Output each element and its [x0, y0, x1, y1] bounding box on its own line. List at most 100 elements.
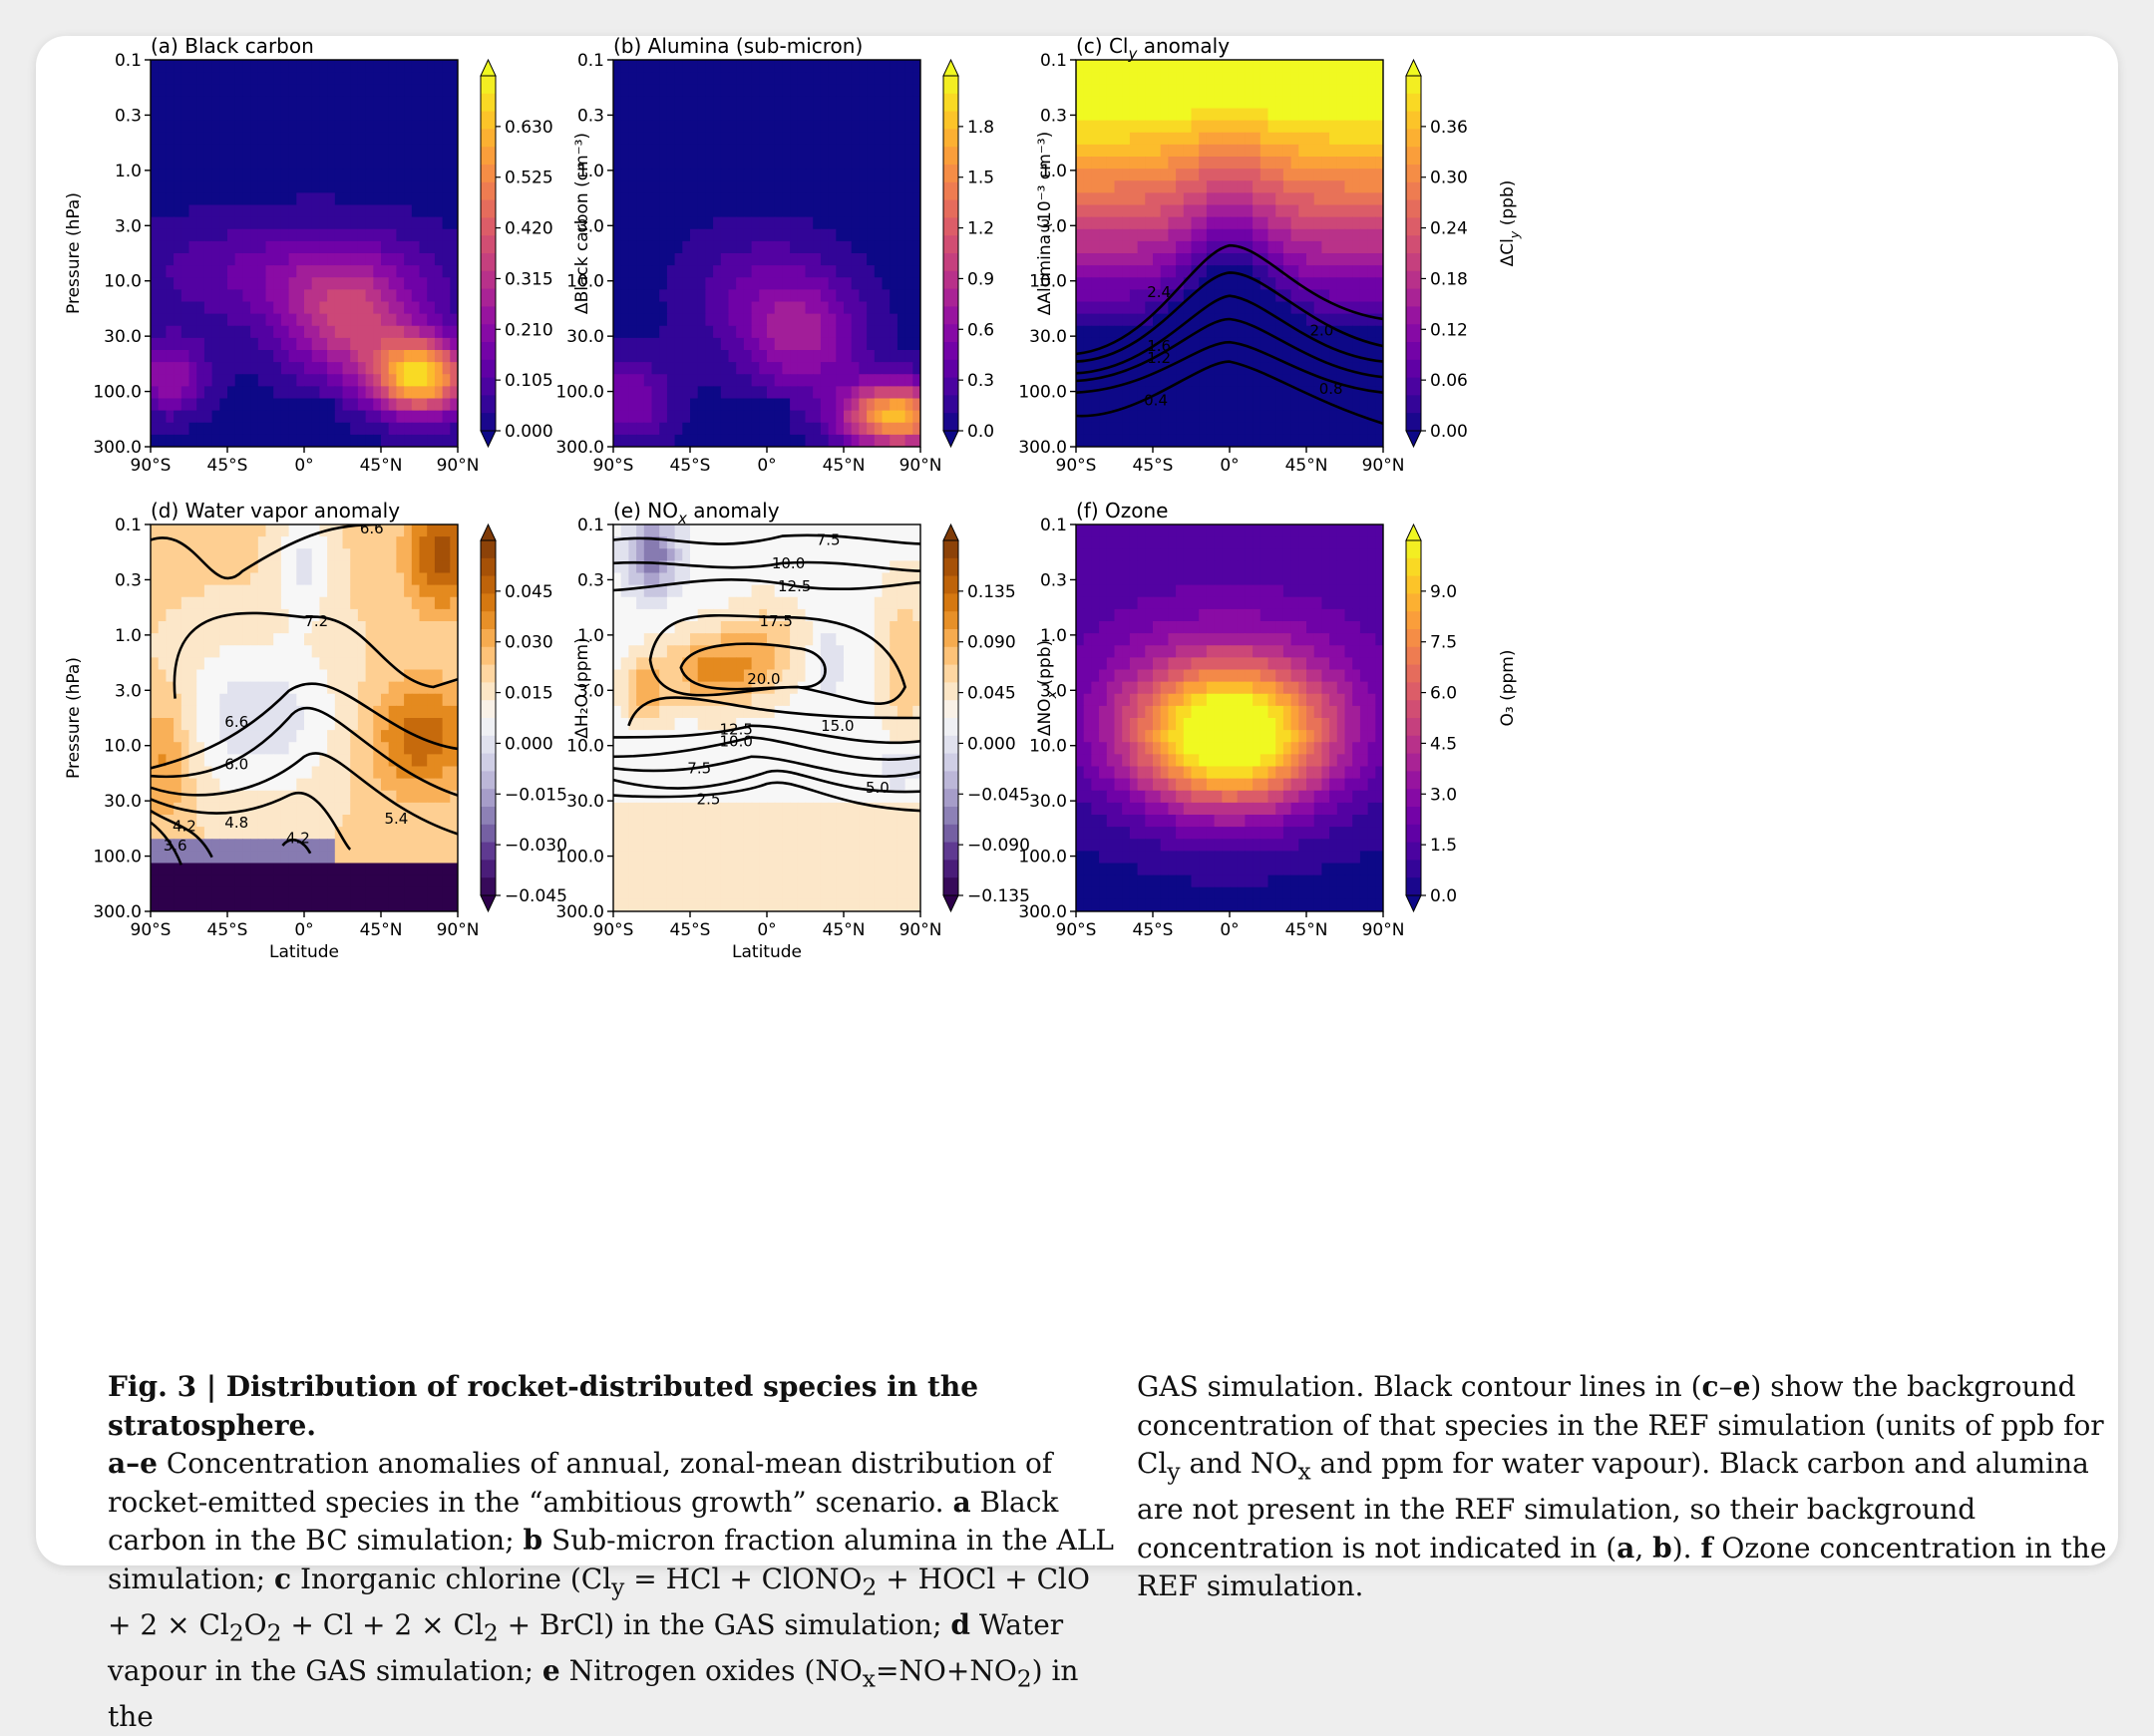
colorbar-min-arrow: [1406, 895, 1421, 911]
colorbar-tick-label: 0.135: [967, 582, 1016, 602]
x-tick-label: 45°S: [207, 456, 248, 476]
x-tick-label: 45°N: [1285, 456, 1328, 476]
colorbar-step: [943, 682, 958, 700]
colorbar-step: [481, 413, 496, 431]
x-tick-label: 90°S: [593, 456, 634, 476]
colorbar-step: [481, 271, 496, 289]
colorbar-step: [943, 378, 958, 396]
y-tick-label: 3.0: [115, 681, 142, 701]
colorbar-max-arrow: [481, 60, 496, 76]
y-tick-label: 30.0: [1029, 327, 1067, 347]
colorbar-step: [943, 629, 958, 647]
colorbar-step: [481, 235, 496, 253]
contour-label: 4.2: [173, 818, 196, 836]
colorbar-tick-label: 0.030: [505, 633, 553, 653]
heatmap-field: [613, 60, 921, 448]
colorbar-tick-label: 0.12: [1430, 320, 1468, 340]
y-tick-label: 10.0: [1029, 272, 1067, 292]
contour-label: 4.2: [286, 829, 310, 847]
colorbar-step: [943, 540, 958, 558]
colorbar-tick-label: 0.045: [967, 684, 1016, 704]
y-tick-label: 3.0: [577, 216, 604, 236]
colorbar-step: [481, 665, 496, 683]
x-tick-label: 90°N: [437, 456, 480, 476]
colorbar-step: [943, 342, 958, 360]
caption-right: GAS simulation. Black contour lines in (…: [1137, 1368, 2134, 1606]
colorbar-step: [943, 395, 958, 413]
colorbar-tick-label: 0.06: [1430, 371, 1468, 391]
colorbar-step: [943, 877, 958, 895]
colorbar-step: [481, 165, 496, 182]
colorbar-step: [1406, 306, 1421, 324]
y-tick-label: 300.0: [1018, 438, 1067, 458]
colorbar-step: [481, 576, 496, 594]
figure-panels: (a) Black carbon0.10.31.03.010.030.0100.…: [36, 36, 2118, 1332]
colorbar-tick-label: 0.36: [1430, 118, 1468, 138]
x-tick-label: 45°N: [823, 920, 866, 940]
colorbar-min-arrow: [1406, 431, 1421, 447]
colorbar-step: [943, 129, 958, 147]
colorbar-step: [481, 360, 496, 378]
colorbar-step: [1406, 593, 1421, 611]
colorbar-step: [481, 877, 496, 895]
y-tick-label: 3.0: [577, 681, 604, 701]
colorbar-step: [943, 253, 958, 271]
colorbar-step: [943, 306, 958, 324]
x-tick-label: 0°: [757, 920, 776, 940]
colorbar-step: [481, 754, 496, 772]
panel-e: 7.510.012.517.520.015.012.510.07.55.02.5…: [555, 499, 1060, 962]
colorbar-tick-label: −0.015: [505, 785, 567, 805]
colorbar-min-arrow: [481, 431, 496, 447]
colorbar-step: [1406, 700, 1421, 718]
y-tick-label: 30.0: [566, 792, 604, 812]
colorbar-step: [481, 771, 496, 789]
colorbar-step: [481, 253, 496, 271]
x-tick-label: 90°N: [899, 456, 942, 476]
colorbar-step: [481, 94, 496, 112]
colorbar-step: [1406, 825, 1421, 843]
y-tick-label: 1.0: [577, 162, 604, 181]
heatmap-field: [151, 60, 459, 448]
colorbar-step: [481, 789, 496, 807]
colorbar-tick-label: 0.210: [505, 320, 553, 340]
colorbar-step: [481, 825, 496, 843]
x-tick-label: 45°N: [360, 920, 403, 940]
panel-c: 2.42.01.61.20.80.4(c) Cly anomaly0.10.31…: [1018, 36, 1523, 476]
y-tick-label: 10.0: [104, 737, 142, 757]
contour-label: 4.8: [224, 814, 248, 832]
panel-title: (f) Ozone: [1076, 499, 1168, 522]
colorbar-tick-label: 0.9: [967, 269, 994, 289]
colorbar-step: [943, 147, 958, 165]
x-tick-label: 0°: [1220, 456, 1239, 476]
x-tick-label: 90°S: [131, 456, 172, 476]
colorbar-max-arrow: [1406, 524, 1421, 540]
colorbar-step: [1406, 807, 1421, 825]
x-tick-label: 45°S: [207, 920, 248, 940]
y-tick-label: 300.0: [1018, 902, 1067, 922]
colorbar-min-arrow: [943, 431, 958, 447]
x-tick-label: 90°N: [899, 920, 942, 940]
colorbar-step: [1406, 147, 1421, 165]
colorbar-step: [1406, 611, 1421, 629]
y-tick-label: 0.1: [1040, 51, 1067, 71]
contour-label: 7.5: [687, 759, 711, 777]
contour-label: 2.0: [1309, 322, 1333, 340]
colorbar-step: [1406, 235, 1421, 253]
y-tick-label: 300.0: [93, 438, 142, 458]
y-tick-label: 0.1: [577, 516, 604, 535]
y-tick-label: 1.0: [115, 162, 142, 181]
colorbar-step: [481, 378, 496, 396]
y-tick-label: 0.1: [1040, 516, 1067, 535]
colorbar-min-arrow: [481, 895, 496, 911]
colorbar-step: [481, 76, 496, 94]
colorbar-step: [943, 771, 958, 789]
colorbar-step: [1406, 771, 1421, 789]
contour-label: 15.0: [821, 717, 854, 735]
x-tick-label: 90°S: [1056, 456, 1097, 476]
colorbar-step: [481, 217, 496, 235]
x-tick-label: 0°: [294, 456, 313, 476]
contour-label: 20.0: [747, 670, 780, 688]
colorbar-step: [1406, 289, 1421, 307]
x-tick-label: 45°N: [823, 456, 866, 476]
